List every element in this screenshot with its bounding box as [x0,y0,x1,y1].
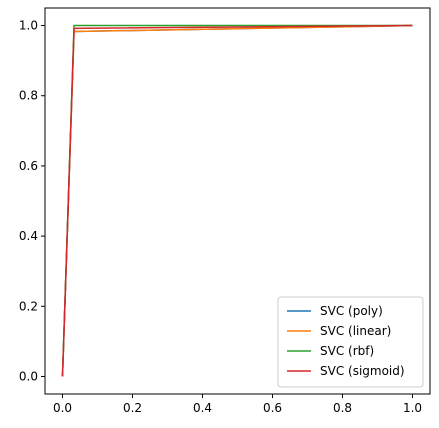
y-tick-label: 0.0 [19,369,38,383]
legend-box [277,296,424,388]
plot-area [44,7,431,395]
y-axis-ticks: 0.0 0.2 0.4 0.6 0.8 1.0 [19,19,45,383]
y-tick-label: 0.6 [19,159,38,173]
y-tick-label: 1.0 [19,19,38,33]
x-tick-label: 0.4 [193,401,212,415]
legend: SVC (poly) SVC (linear) SVC (rbf) SVC (sigm… [277,296,424,388]
legend-label: SVC (rbf) [320,344,374,358]
legend-label: SVC (sigmoid) [320,364,405,378]
x-tick-label: 0.2 [123,401,142,415]
x-tick-label: 1.0 [403,401,422,415]
axes-frame [44,7,431,395]
legend-label: SVC (poly) [320,304,383,318]
x-axis-ticks: 0.0 0.2 0.4 0.6 0.8 1.0 [53,394,422,415]
y-tick-label: 0.4 [19,229,38,243]
series-line-svc-sigmoid [61,24,413,377]
y-tick-label: 0.8 [19,89,38,103]
series-layer [61,24,413,377]
x-tick-label: 0.0 [53,401,72,415]
y-tick-label: 0.2 [19,299,38,313]
legend-label: SVC (linear) [320,324,391,338]
x-tick-label: 0.8 [333,401,352,415]
x-tick-label: 0.6 [263,401,282,415]
